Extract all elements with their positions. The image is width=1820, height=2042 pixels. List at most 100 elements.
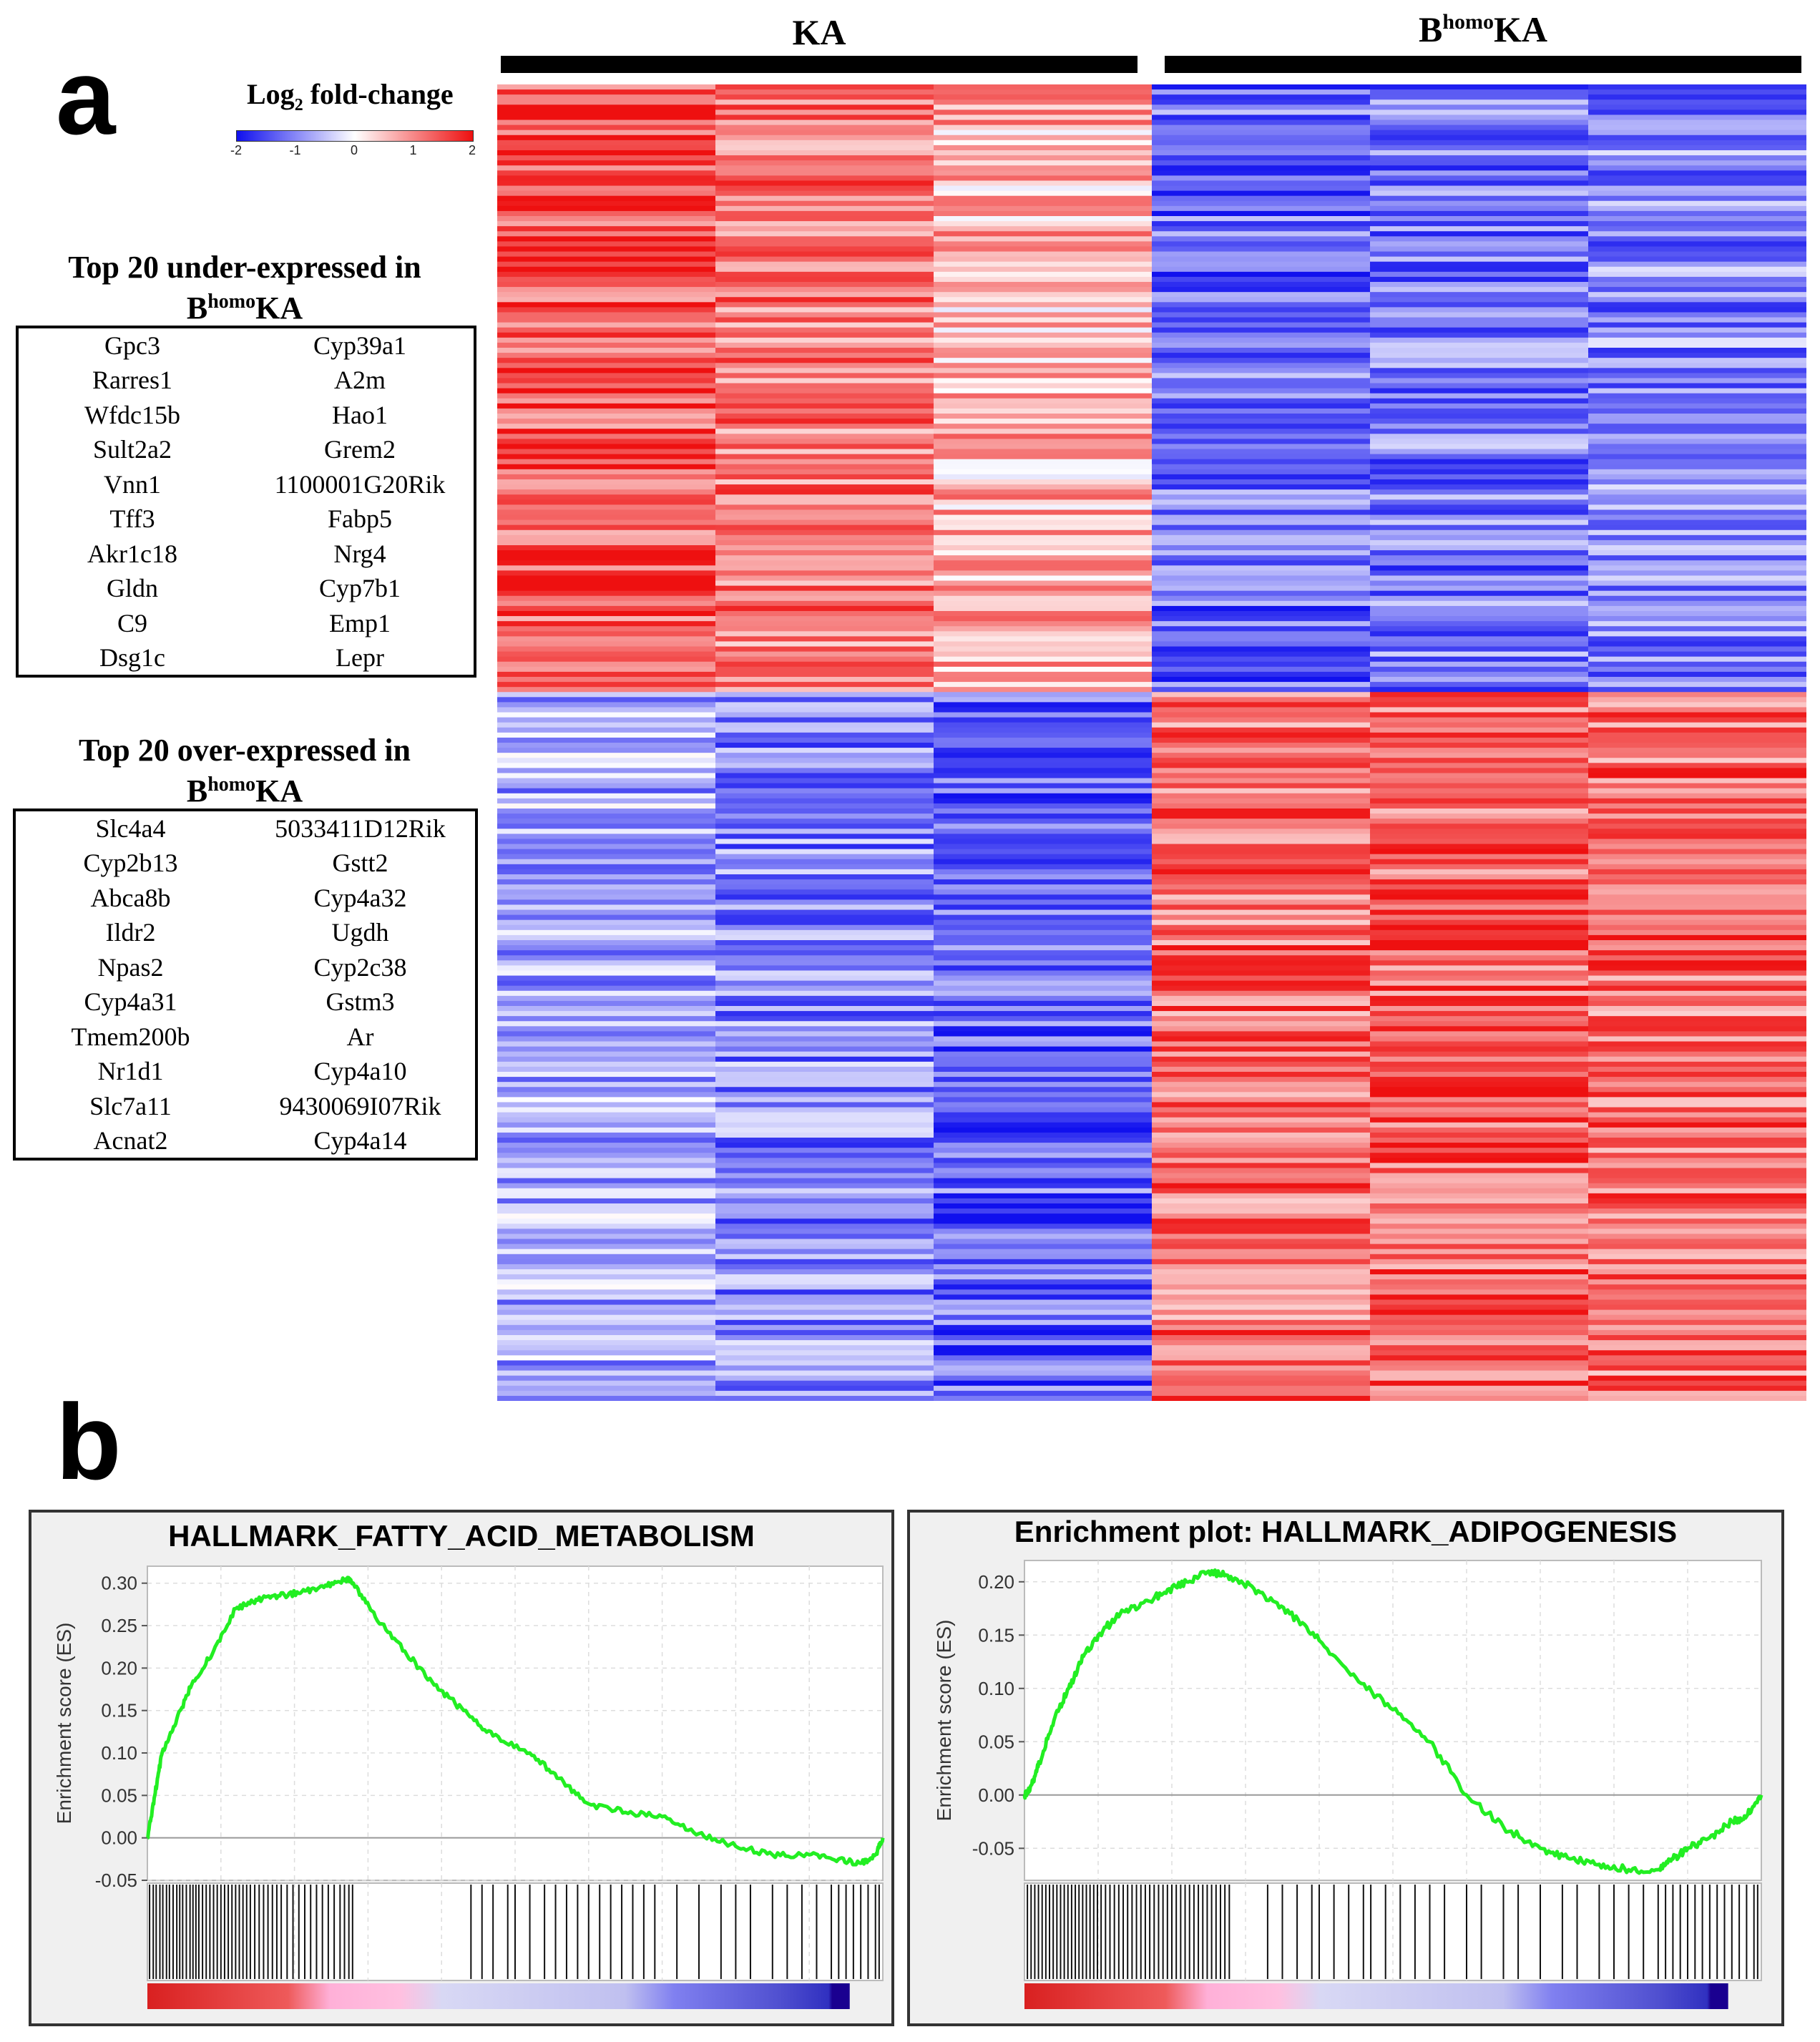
heatmap-cell xyxy=(1152,484,1371,490)
heatmap-cell xyxy=(715,1244,934,1250)
heatmap-cell xyxy=(715,904,934,911)
heatmap-cell xyxy=(715,165,934,171)
heatmap-cell xyxy=(715,590,934,597)
heatmap-cell xyxy=(1588,819,1806,824)
heatmap-cell xyxy=(1370,459,1589,465)
heatmap-cell xyxy=(1370,788,1589,794)
heatmap-cell xyxy=(1588,1087,1806,1093)
heatmap-cell xyxy=(934,534,1153,541)
heatmap-cell xyxy=(497,271,716,278)
heatmap-cell xyxy=(1152,104,1371,110)
heatmap-cell xyxy=(1370,929,1589,936)
heatmap-cell xyxy=(1152,353,1371,358)
heatmap-cell xyxy=(1588,332,1806,338)
heatmap-cell xyxy=(934,671,1153,678)
heatmap-cell xyxy=(1152,824,1371,829)
heatmap-cell xyxy=(497,499,716,505)
heatmap-cell xyxy=(715,1148,934,1153)
heatmap-cell xyxy=(1370,1289,1589,1295)
heatmap-cell xyxy=(497,621,716,627)
heatmap-cell xyxy=(1370,236,1589,242)
heatmap-cell xyxy=(497,1072,716,1078)
heatmap-cell xyxy=(1370,616,1589,622)
heatmap-cell xyxy=(934,1021,1153,1027)
under-expressed-gene-box: Gpc3 Rarres1 Wfdc15b Sult2a2 Vnn1 Tff3 Akr1c18… xyxy=(16,326,476,678)
heatmap-cell xyxy=(934,965,1153,972)
gene-name: Ugdh xyxy=(331,918,389,947)
gene-name: Sult2a2 xyxy=(92,435,172,464)
heatmap-cell xyxy=(1370,1395,1589,1401)
heatmap-cell xyxy=(1152,1304,1371,1311)
heatmap-cell xyxy=(1370,839,1589,845)
heatmap-cell xyxy=(934,717,1153,723)
heatmap-cell xyxy=(934,1092,1153,1098)
heatmap-cell xyxy=(1152,1213,1371,1219)
gene-name: Cyp2c38 xyxy=(313,952,407,982)
heatmap-cell xyxy=(1588,276,1806,283)
gene-name: Cyp4a10 xyxy=(313,1057,407,1085)
heatmap-cell xyxy=(1588,824,1806,829)
heatmap-cell xyxy=(934,424,1153,429)
heatmap-cell xyxy=(1370,145,1589,151)
heatmap-cell xyxy=(934,1340,1153,1346)
heatmap-cell xyxy=(715,748,934,753)
heatmap-cell xyxy=(715,1173,934,1179)
heatmap-cell xyxy=(1588,829,1806,834)
heatmap-cell xyxy=(1588,1056,1806,1062)
heatmap-cell xyxy=(497,383,716,389)
heatmap-cell xyxy=(934,919,1153,926)
heatmap-cell xyxy=(1588,560,1806,566)
heatmap-cell xyxy=(1370,651,1589,658)
heatmap-cell xyxy=(715,722,934,728)
heatmap-cell xyxy=(1370,327,1589,333)
heatmap-cell xyxy=(1370,1066,1589,1073)
heatmap-cell xyxy=(1152,702,1371,708)
heatmap-cell xyxy=(497,929,716,936)
heatmap-cell xyxy=(934,414,1153,419)
heatmap-cell xyxy=(497,778,716,784)
heatmap-cell xyxy=(1152,889,1371,895)
heatmap-cell xyxy=(497,732,716,738)
heatmap-cell xyxy=(1588,160,1806,166)
heatmap-cell xyxy=(497,1061,716,1068)
heatmap-cell xyxy=(497,671,716,678)
heatmap-cell xyxy=(1588,1082,1806,1088)
y-tick-label: 0.20 xyxy=(978,1571,1014,1593)
heatmap-cell xyxy=(1152,454,1371,460)
heatmap-cell xyxy=(1152,1335,1371,1341)
heatmap-cell xyxy=(1370,1360,1589,1367)
heatmap-cell xyxy=(1588,499,1806,505)
heatmap-cell xyxy=(1370,292,1589,298)
heatmap-cell xyxy=(1152,1193,1371,1199)
heatmap-cell xyxy=(1370,271,1589,278)
heatmap-cell xyxy=(1370,692,1589,698)
heatmap-cell xyxy=(1152,414,1371,419)
heatmap-cell xyxy=(497,945,716,951)
heatmap-cell xyxy=(715,246,934,253)
heatmap-cell xyxy=(1152,879,1371,885)
heatmap-cell xyxy=(715,524,934,531)
heatmap-cell xyxy=(1152,1112,1371,1118)
heatmap-cell xyxy=(715,677,934,683)
heatmap-cell xyxy=(1152,814,1371,819)
heatmap-cell xyxy=(1370,707,1589,713)
heatmap-cell xyxy=(715,899,934,906)
heatmap-cell xyxy=(715,185,934,192)
heatmap-cell xyxy=(934,529,1153,536)
heatmap-cell xyxy=(715,1223,934,1229)
heatmap-cell xyxy=(1370,824,1589,829)
heatmap-cell xyxy=(1152,514,1371,521)
heatmap-cell xyxy=(934,560,1153,566)
heatmap-cell xyxy=(497,702,716,708)
y-tick-label: 0.20 xyxy=(101,1657,137,1679)
heatmap-cell xyxy=(934,140,1153,146)
heatmap-cell xyxy=(1152,712,1371,718)
heatmap-cell xyxy=(1370,809,1589,814)
heatmap-cell xyxy=(934,889,1153,895)
heatmap-cell xyxy=(497,656,716,663)
heatmap-cell xyxy=(497,89,716,95)
heatmap-cell xyxy=(934,899,1153,906)
heatmap-cell xyxy=(1152,1370,1371,1377)
gene-name: Vnn1 xyxy=(104,469,161,499)
heatmap-cell xyxy=(1588,1365,1806,1372)
